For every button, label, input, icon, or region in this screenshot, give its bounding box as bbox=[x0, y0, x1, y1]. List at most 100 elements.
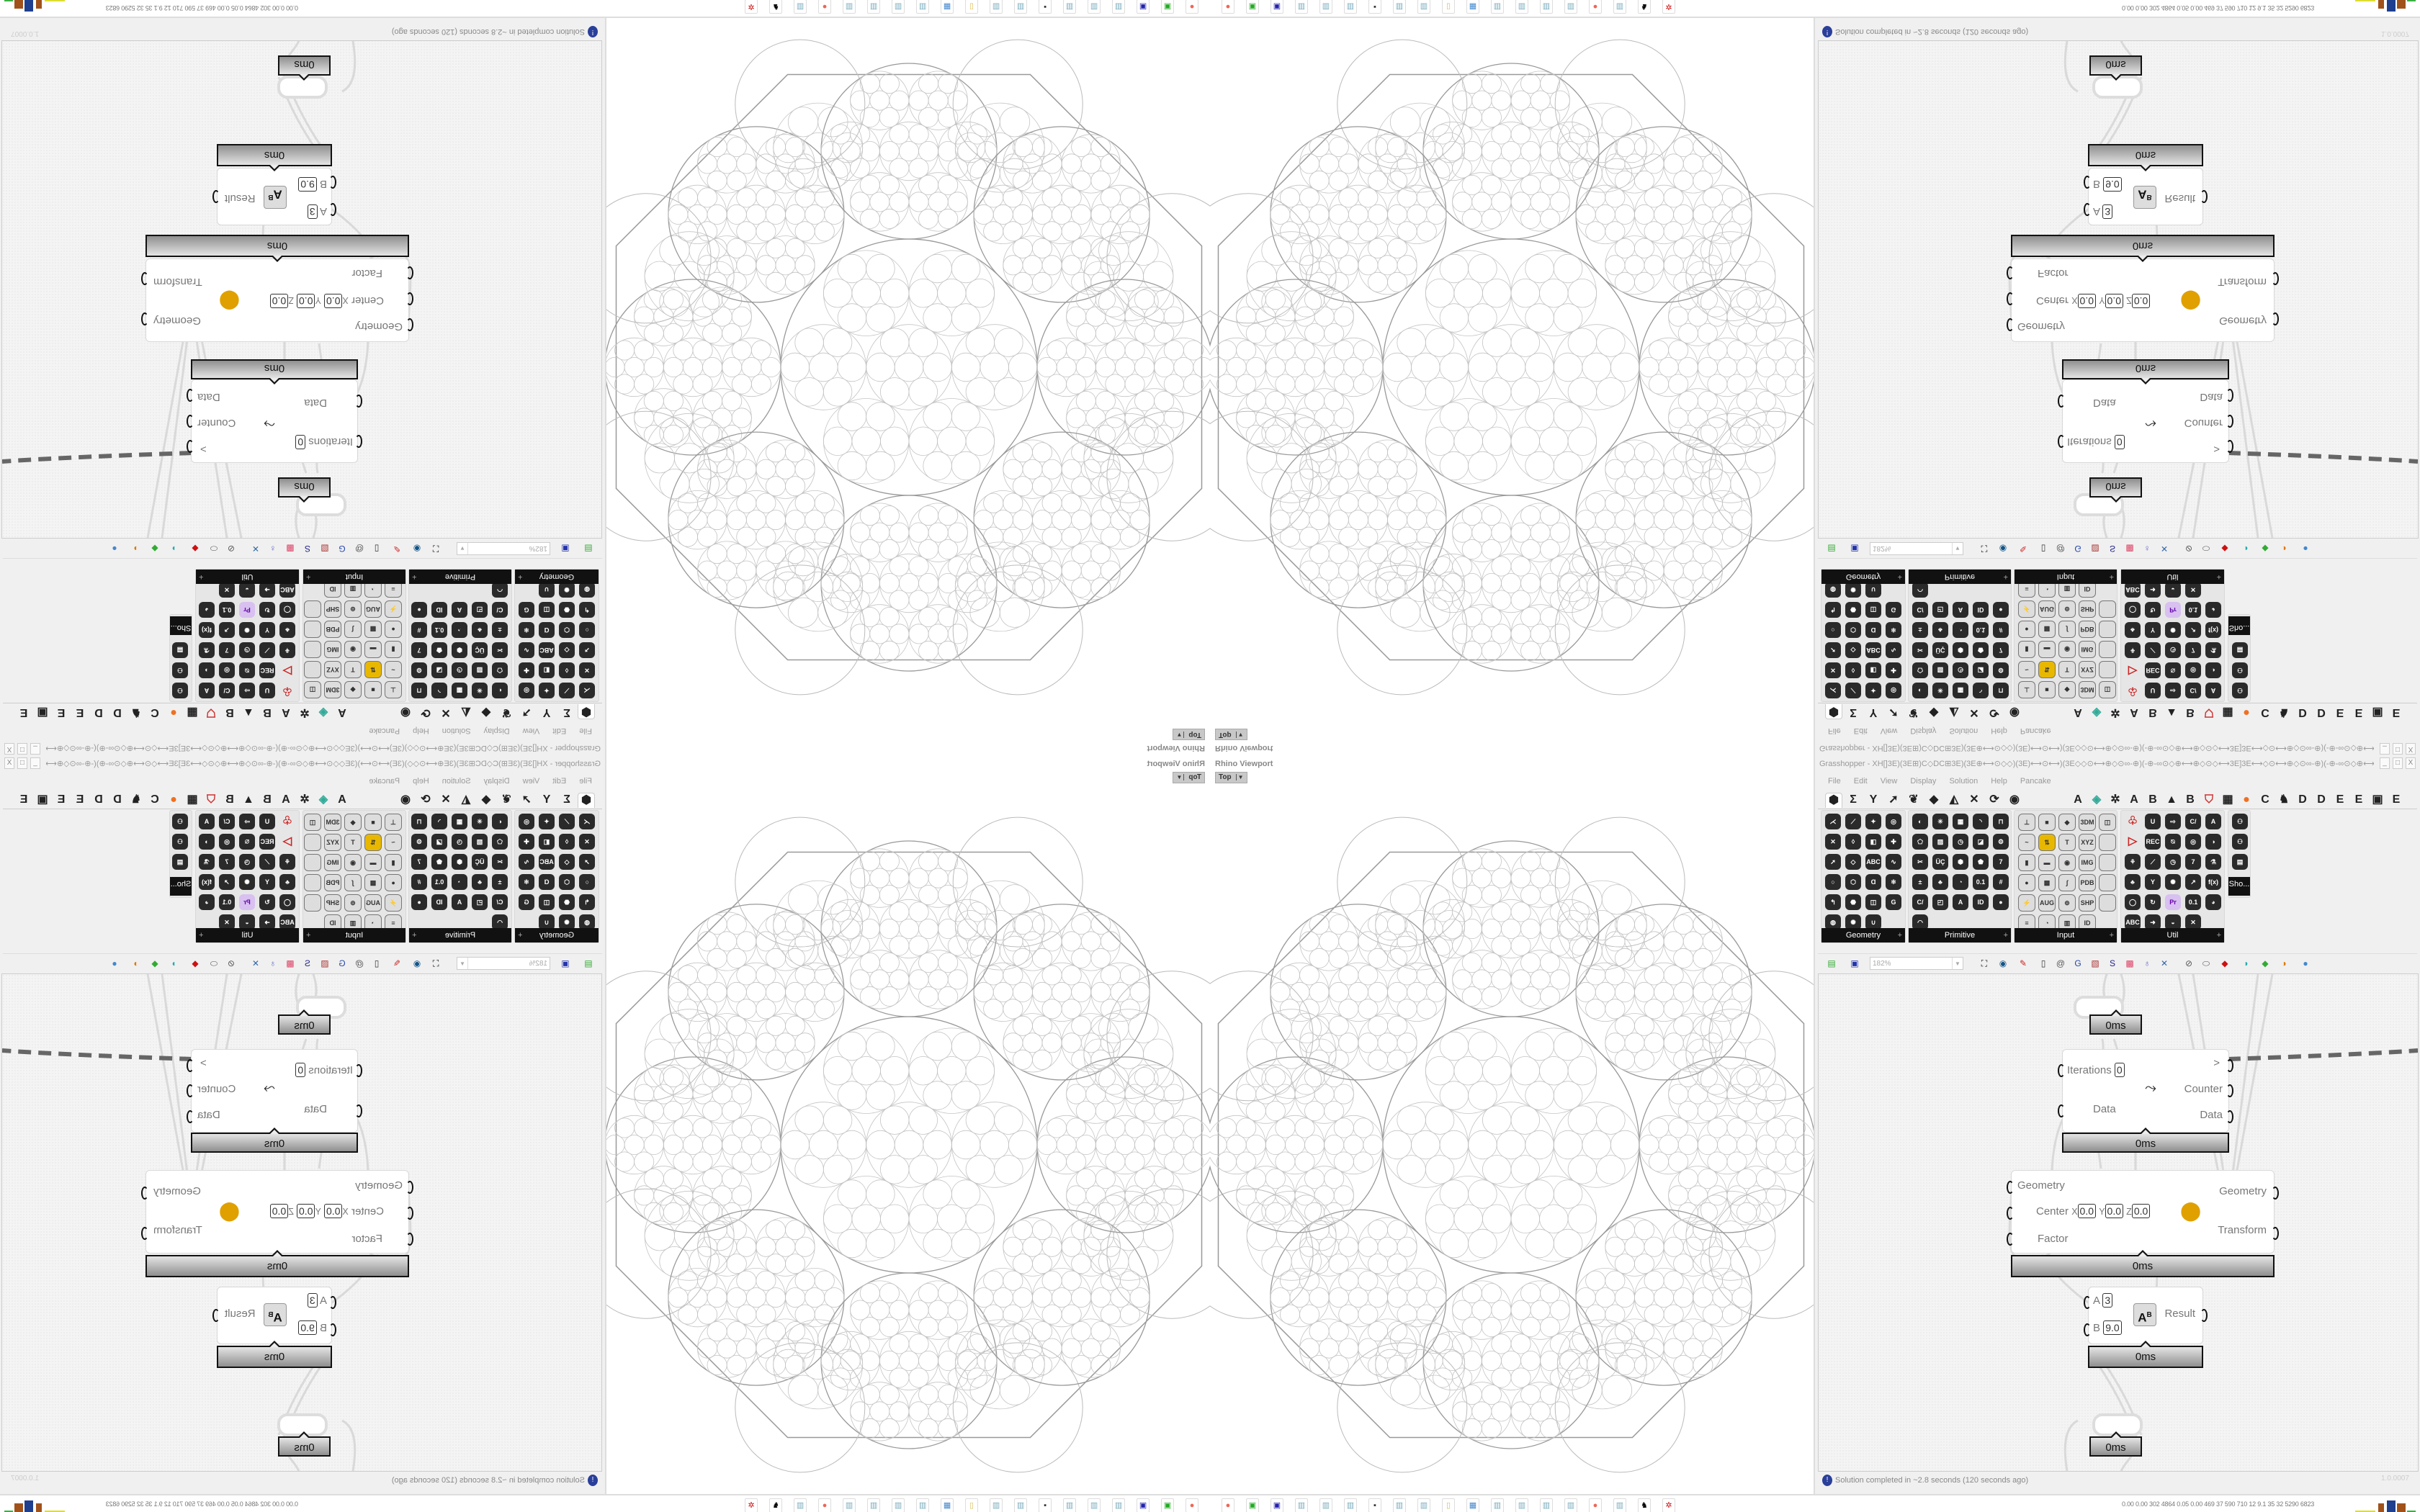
component-icon[interactable]: ⟋ bbox=[1845, 814, 1861, 829]
component-icon[interactable]: ▩ bbox=[2038, 874, 2056, 891]
component-icon[interactable]: ♧ bbox=[282, 685, 293, 697]
expand-panel-icon[interactable]: + bbox=[518, 572, 523, 581]
floppy-disk-icon[interactable]: ▣ bbox=[1137, 0, 1150, 14]
cluster-icon[interactable]: ▯ bbox=[374, 544, 380, 554]
component-icon[interactable]: ⍉ bbox=[239, 834, 255, 850]
component-icon[interactable]: ↗ bbox=[2185, 622, 2201, 638]
menu-help[interactable]: Help bbox=[413, 777, 429, 786]
component-icon[interactable]: ◉ bbox=[344, 641, 362, 658]
plugin-c-icon[interactable]: C bbox=[151, 793, 159, 806]
component-icon[interactable]: ➜ bbox=[259, 582, 275, 598]
component-icon[interactable]: Ɑ bbox=[1865, 622, 1881, 638]
component-icon[interactable]: ◷ bbox=[1953, 662, 1968, 678]
notepad-icon[interactable]: ▥ bbox=[1112, 0, 1125, 14]
component-icon[interactable]: ⚇ bbox=[2232, 683, 2248, 698]
params-hexagon-icon[interactable]: ⬢ bbox=[578, 704, 595, 719]
intersect-icon[interactable]: ✕ bbox=[1969, 706, 1979, 719]
gh-canvas[interactable]: 0ms Iterations 0 Data > ⤳ Counter Data 0… bbox=[1, 973, 602, 1472]
notepad-icon[interactable]: ▥ bbox=[1319, 1498, 1332, 1512]
view-dropdown[interactable]: Top▼ bbox=[1173, 772, 1205, 783]
panel-label[interactable]: Primitive + bbox=[1909, 928, 2011, 942]
component-icon[interactable]: ◠ bbox=[492, 582, 508, 598]
component-icon[interactable]: ⬠ bbox=[1912, 834, 1928, 850]
component-icon[interactable]: ◫ bbox=[2099, 814, 2116, 831]
component-icon[interactable]: ⚇ bbox=[2232, 662, 2248, 678]
component-icon[interactable]: ➚ bbox=[1825, 642, 1841, 658]
transform-icon[interactable]: ⟳ bbox=[421, 793, 431, 806]
component-icon[interactable]: Pr bbox=[239, 602, 255, 618]
notepad-icon[interactable]: ▥ bbox=[892, 0, 905, 14]
expand-panel-icon[interactable]: + bbox=[199, 572, 204, 581]
minimize-button[interactable]: _ bbox=[2380, 743, 2390, 755]
component-icon[interactable]: 7 bbox=[219, 854, 235, 870]
component-icon[interactable]: C/ bbox=[219, 814, 235, 829]
component-icon[interactable]: ▬ bbox=[364, 641, 382, 658]
component-icon[interactable]: ▩ bbox=[364, 621, 382, 638]
lock-icon[interactable]: ⊘ bbox=[2184, 544, 2193, 554]
surface-icon[interactable]: ◆ bbox=[481, 793, 491, 806]
cluster-icon[interactable]: ▯ bbox=[374, 958, 380, 968]
menu-view[interactable]: View bbox=[522, 726, 540, 735]
terminal-icon[interactable]: ▪ bbox=[1039, 1498, 1052, 1512]
expand-panel-icon[interactable]: + bbox=[2003, 572, 2008, 581]
surface-icon[interactable]: ◆ bbox=[1929, 706, 1939, 719]
search-icon[interactable]: S bbox=[2109, 958, 2115, 968]
component-icon[interactable]: ♧ bbox=[2127, 815, 2138, 827]
canvas-icon[interactable]: ▧ bbox=[2091, 544, 2099, 554]
component-icon[interactable]: ⊓ bbox=[411, 683, 427, 698]
component-icon[interactable]: ∫ bbox=[2058, 874, 2076, 891]
notepad-icon[interactable]: ▥ bbox=[990, 0, 1003, 14]
center-z-value[interactable]: 0.0 bbox=[269, 294, 289, 308]
component-icon[interactable]: ◝ bbox=[431, 814, 447, 829]
component-icon[interactable]: A bbox=[1953, 894, 1968, 910]
output-port[interactable] bbox=[187, 1084, 194, 1097]
plugin-e-icon[interactable]: E bbox=[76, 793, 84, 806]
panel-label[interactable]: Geometry + bbox=[515, 928, 599, 942]
maximize-button[interactable]: □ bbox=[2393, 757, 2403, 769]
component-icon[interactable]: ⟋ bbox=[259, 642, 275, 658]
component-icon[interactable]: ⇅ bbox=[364, 661, 382, 678]
gh-canvas[interactable]: 0ms Iterations 0 Data > ⤳ Counter Data 0… bbox=[1, 40, 602, 539]
component-icon[interactable]: ✂ bbox=[1912, 854, 1928, 870]
component-icon[interactable]: ◍ bbox=[1825, 914, 1841, 930]
gha-icon[interactable]: G bbox=[2074, 544, 2081, 554]
input-port[interactable] bbox=[2007, 292, 2014, 305]
component-icon[interactable]: C/ bbox=[2185, 683, 2201, 698]
loop-component[interactable]: Iterations 0 Data > ⤳ Counter Data bbox=[2058, 379, 2233, 463]
input-port[interactable] bbox=[329, 176, 336, 189]
a-value[interactable]: 3 bbox=[307, 1293, 318, 1308]
component-icon[interactable]: ⚇ bbox=[172, 814, 188, 829]
component-icon[interactable]: ▷ bbox=[282, 835, 292, 847]
center-x-value[interactable]: 0.0 bbox=[2077, 1204, 2097, 1218]
menu-solution[interactable]: Solution bbox=[442, 777, 471, 786]
component-icon[interactable]: ⊥ bbox=[385, 681, 402, 698]
menu-solution[interactable]: Solution bbox=[1949, 726, 1978, 735]
iterations-value[interactable]: 0 bbox=[2114, 1063, 2125, 1077]
menu-pancake[interactable]: Pancake bbox=[2020, 726, 2051, 735]
panel-label[interactable]: Sho... bbox=[170, 877, 192, 896]
plugin-a-icon[interactable]: A bbox=[2074, 793, 2082, 806]
component-icon[interactable]: ↰ bbox=[579, 602, 595, 618]
component-icon[interactable]: ⚡ bbox=[2018, 894, 2035, 912]
plugin-b2-icon[interactable]: B bbox=[225, 793, 234, 806]
component-icon[interactable]: ⚛ bbox=[1886, 622, 1901, 638]
component-icon[interactable]: XYZ bbox=[324, 661, 341, 678]
output-port[interactable] bbox=[2226, 440, 2233, 453]
plugin-grid2-icon[interactable]: ▣ bbox=[37, 793, 48, 806]
component-icon[interactable]: ◎ bbox=[519, 814, 534, 829]
component-icon[interactable]: 0.1 bbox=[1973, 622, 1989, 638]
notepad-icon[interactable]: ▥ bbox=[1564, 1498, 1577, 1512]
view-dropdown[interactable]: Top▼ bbox=[1173, 729, 1205, 740]
component-icon[interactable]: ◉ bbox=[2058, 641, 2076, 658]
component-icon[interactable]: ◇ bbox=[1845, 854, 1861, 870]
sets-icon[interactable]: Y bbox=[542, 706, 551, 719]
gh-canvas[interactable]: 0ms Iterations 0 Data > ⤳ Counter Data 0… bbox=[1818, 973, 2419, 1472]
panel-label[interactable]: Sho... bbox=[170, 616, 192, 635]
input-port[interactable] bbox=[355, 395, 362, 408]
menu-file[interactable]: File bbox=[579, 777, 592, 786]
component-icon[interactable] bbox=[304, 661, 321, 678]
component-icon[interactable]: ✕ bbox=[219, 582, 235, 598]
plugin-e2-icon[interactable]: E bbox=[57, 706, 66, 719]
component-icon[interactable]: ⋌ bbox=[1825, 683, 1841, 698]
component-icon[interactable] bbox=[2099, 641, 2116, 658]
